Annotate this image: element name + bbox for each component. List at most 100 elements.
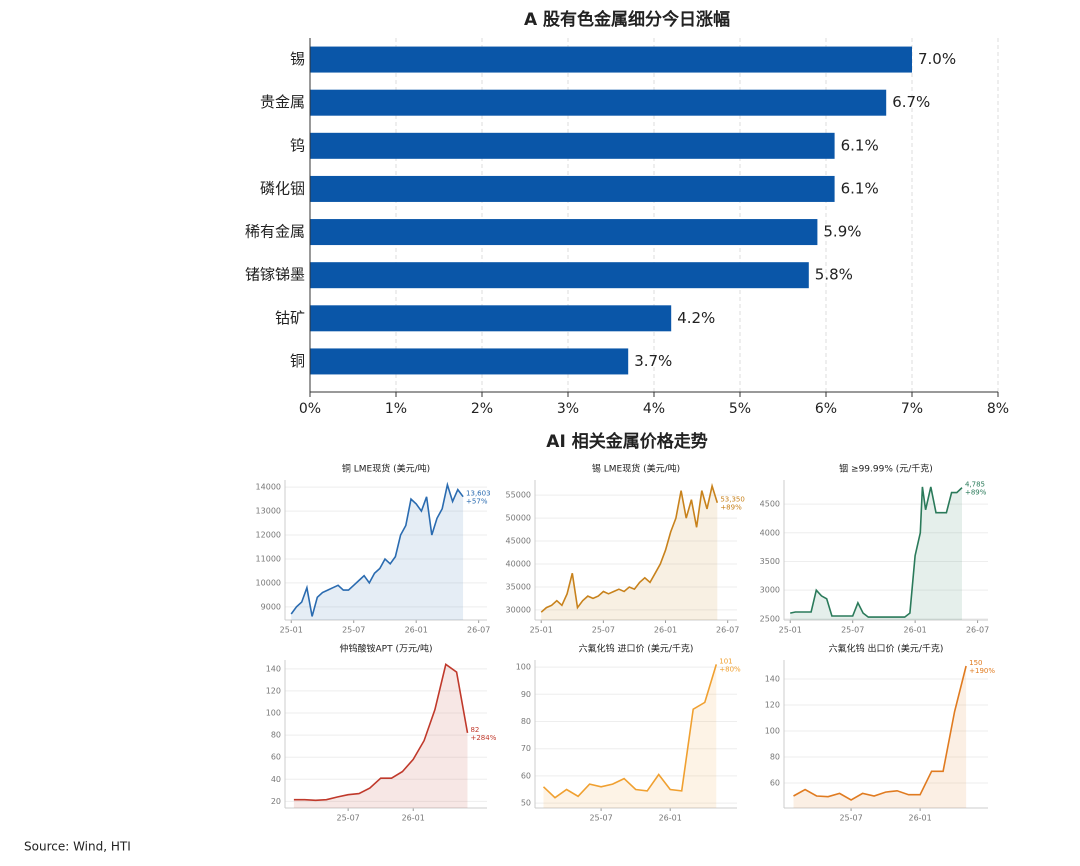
y-tick-label: 70 [521, 744, 531, 753]
y-tick-label: 2500 [760, 614, 780, 623]
line [793, 665, 967, 801]
value-label: 6.1% [841, 179, 879, 197]
area [793, 666, 967, 808]
area [790, 486, 962, 620]
section-title: AI 相关金属价格走势 [546, 431, 707, 452]
value-label: 7.0% [918, 50, 956, 68]
x-tick-label: 26-01 [904, 626, 927, 635]
category-label: 贵金属 [260, 93, 305, 111]
x-tick-label: 0% [299, 401, 321, 417]
x-tick-label: 25-07 [841, 626, 864, 635]
category-label: 稀有金属 [245, 223, 305, 241]
end-label: +190% [969, 667, 995, 675]
line [293, 663, 469, 802]
value-label: 6.1% [841, 136, 879, 154]
y-tick-label: 100 [765, 727, 780, 736]
y-tick-label: 30000 [506, 605, 531, 614]
y-tick-label: 60 [521, 771, 531, 780]
y-tick-label: 11000 [256, 554, 281, 563]
y-tick-label: 45000 [506, 537, 531, 546]
y-tick-label: 90 [521, 690, 531, 699]
y-tick-label: 9000 [261, 602, 281, 611]
area [293, 664, 468, 808]
bar [310, 89, 887, 116]
end-label: +284% [470, 734, 496, 742]
area [541, 486, 718, 620]
x-tick-label: 25-01 [280, 626, 303, 635]
y-tick-label: 14000 [256, 483, 281, 492]
y-tick-label: 100 [516, 663, 531, 672]
x-tick-label: 3% [557, 401, 579, 417]
chart-title: A 股有色金属细分今日涨幅 [524, 9, 730, 30]
bar [310, 175, 835, 202]
y-tick-label: 40 [271, 775, 281, 784]
end-label: 53,350 [720, 496, 745, 504]
chart-title: 铟 ≥99.99% (元/千克) [839, 463, 933, 475]
area [543, 664, 717, 808]
y-tick-label: 140 [266, 664, 281, 673]
bar [310, 262, 809, 289]
x-tick-label: 2% [471, 401, 493, 417]
x-tick-label: 26-07 [467, 626, 490, 635]
x-tick-label: 25-07 [337, 814, 360, 823]
bar [310, 219, 818, 246]
bar [310, 348, 629, 375]
end-label: +89% [965, 489, 987, 497]
chart-title: 铜 LME现货 (美元/吨) [342, 463, 430, 475]
end-label: 101 [719, 657, 732, 665]
x-tick-label: 26-07 [966, 626, 989, 635]
y-tick-label: 80 [770, 753, 780, 762]
category-label: 锡 [290, 50, 305, 68]
x-tick-label: 25-07 [589, 814, 612, 823]
category-label: 磷化铟 [260, 179, 305, 197]
y-tick-label: 120 [266, 686, 281, 695]
end-label: +89% [720, 504, 742, 512]
y-tick-label: 40000 [506, 560, 531, 569]
y-tick-label: 10000 [256, 578, 281, 587]
y-tick-label: 12000 [256, 531, 281, 540]
x-tick-label: 25-07 [342, 626, 365, 635]
line [790, 486, 963, 618]
y-tick-label: 55000 [506, 491, 531, 500]
end-label: +57% [466, 498, 488, 506]
x-tick-label: 25-07 [839, 814, 862, 823]
category-label: 铜 [290, 352, 305, 370]
x-tick-label: 26-01 [659, 814, 682, 823]
category-label: 钨 [290, 136, 305, 154]
end-label: 4,785 [965, 481, 985, 489]
area [291, 484, 464, 620]
line [290, 481, 464, 617]
end-label: +80% [719, 665, 741, 673]
chart-title: 六氟化钨 出口价 (美元/千克) [829, 643, 944, 655]
y-tick-label: 20 [271, 797, 281, 806]
bar [310, 132, 835, 159]
y-tick-label: 4500 [760, 500, 780, 509]
y-tick-label: 35000 [506, 582, 531, 591]
x-tick-label: 5% [729, 401, 751, 417]
y-tick-label: 120 [765, 700, 780, 709]
category-label: 锗镓锑墨 [245, 266, 305, 284]
x-tick-label: 26-01 [908, 814, 931, 823]
y-tick-label: 50000 [506, 514, 531, 523]
x-tick-label: 26-07 [716, 626, 739, 635]
category-label: 钴矿 [275, 309, 305, 327]
x-tick-label: 8% [987, 401, 1009, 417]
chart-title: 六氟化钨 进口价 (美元/千克) [579, 643, 694, 655]
source: Source: Wind, HTI [24, 840, 131, 854]
bar [310, 305, 672, 332]
x-tick-label: 25-07 [592, 626, 615, 635]
line [540, 482, 719, 613]
y-tick-label: 3000 [760, 586, 780, 595]
x-tick-label: 25-01 [779, 626, 802, 635]
end-label: 82 [470, 726, 479, 734]
y-tick-label: 100 [266, 709, 281, 718]
y-tick-label: 80 [271, 731, 281, 740]
value-label: 6.7% [892, 93, 930, 111]
value-label: 3.7% [634, 352, 672, 370]
y-tick-label: 50 [521, 799, 531, 808]
value-label: 5.8% [815, 266, 853, 284]
y-tick-label: 60 [271, 753, 281, 762]
x-tick-label: 6% [815, 401, 837, 417]
x-tick-label: 26-01 [654, 626, 677, 635]
